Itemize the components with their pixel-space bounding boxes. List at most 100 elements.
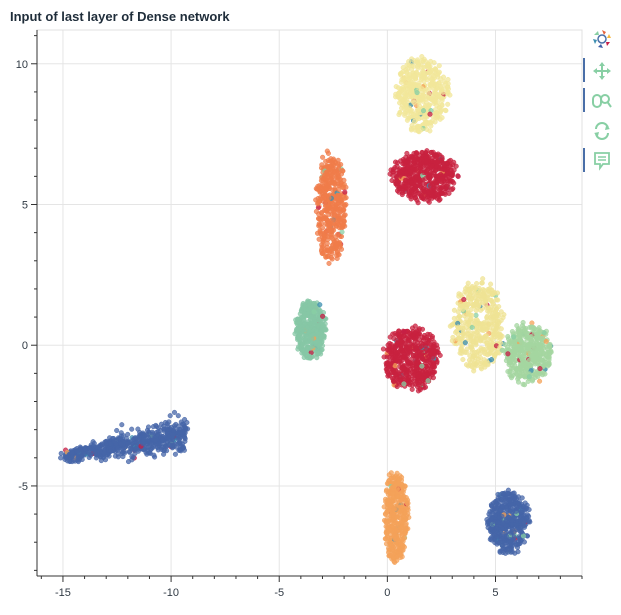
data-point [161, 447, 167, 454]
data-point [391, 558, 397, 564]
data-point [405, 164, 411, 170]
data-point [488, 304, 494, 310]
data-point [532, 372, 538, 378]
data-point [435, 70, 441, 76]
data-point [485, 308, 491, 314]
bokeh-logo-icon[interactable] [583, 24, 617, 52]
data-point [511, 359, 517, 366]
data-point [391, 507, 397, 513]
data-point [523, 515, 530, 521]
hover-tool[interactable] [583, 146, 617, 174]
cluster [447, 276, 507, 374]
data-point [499, 496, 505, 502]
data-point [450, 186, 456, 192]
data-point [417, 370, 423, 376]
data-point [383, 536, 389, 542]
data-point [534, 331, 540, 338]
data-point [406, 80, 412, 86]
data-point [426, 199, 432, 205]
data-point [396, 90, 402, 96]
data-point [329, 212, 335, 218]
y-tick-label: 5 [22, 199, 28, 211]
data-point [178, 448, 184, 454]
data-point [313, 339, 319, 346]
data-point [448, 178, 454, 184]
data-point [518, 328, 524, 334]
data-point [308, 313, 314, 319]
data-point [538, 357, 545, 363]
data-point [326, 260, 332, 266]
data-point [432, 348, 438, 354]
data-point [508, 366, 514, 372]
data-point [444, 84, 450, 90]
data-point [424, 371, 430, 377]
data-point [321, 235, 327, 241]
data-point [479, 280, 485, 286]
data-point [478, 307, 484, 313]
data-point [397, 71, 403, 77]
y-tick-label: 10 [16, 59, 28, 71]
data-point [101, 450, 107, 456]
data-point [477, 355, 484, 361]
data-point [433, 110, 439, 116]
data-point [455, 173, 461, 180]
data-point [484, 325, 490, 331]
data-point [412, 323, 418, 329]
data-point [426, 75, 433, 81]
data-point [537, 366, 543, 372]
data-point [509, 509, 516, 516]
data-point [397, 373, 403, 380]
data-point [423, 363, 429, 370]
data-point [396, 167, 402, 173]
data-point [388, 527, 394, 533]
data-point [324, 240, 330, 247]
data-point [526, 374, 532, 380]
data-point [530, 357, 536, 363]
data-point [410, 373, 416, 379]
data-point [328, 174, 334, 180]
data-point [383, 511, 389, 517]
box-zoom-tool[interactable] [583, 86, 617, 114]
data-point [462, 302, 468, 308]
data-point [391, 335, 397, 342]
data-point [129, 426, 135, 432]
data-point [406, 58, 412, 65]
data-point [434, 152, 440, 158]
data-point [397, 473, 403, 479]
cluster [58, 409, 191, 465]
data-point [408, 127, 414, 133]
data-point [412, 368, 418, 374]
data-point [464, 284, 470, 290]
data-point [537, 328, 543, 334]
data-point [483, 333, 489, 339]
data-point [392, 363, 398, 369]
data-point [447, 167, 453, 174]
data-point [332, 186, 338, 192]
data-point [146, 434, 152, 440]
data-point [394, 493, 400, 499]
data-point [521, 519, 527, 525]
data-point [408, 66, 415, 72]
data-point [390, 490, 396, 496]
data-point [521, 350, 527, 356]
data-point [499, 503, 505, 509]
data-point [299, 347, 305, 353]
data-point [497, 507, 503, 513]
data-point [422, 114, 428, 120]
data-point [543, 352, 550, 358]
data-point [384, 480, 390, 487]
data-point [460, 356, 466, 363]
data-point [418, 127, 424, 133]
data-point [462, 340, 468, 346]
data-point [522, 359, 528, 365]
data-point [324, 187, 330, 193]
data-point [405, 361, 412, 367]
data-point [320, 332, 326, 338]
pan-tool[interactable] [583, 56, 617, 84]
data-points [58, 54, 554, 565]
data-point [407, 382, 413, 388]
reset-tool[interactable] [583, 116, 617, 144]
data-point [464, 320, 470, 326]
data-point [405, 504, 411, 510]
data-point [319, 242, 325, 248]
